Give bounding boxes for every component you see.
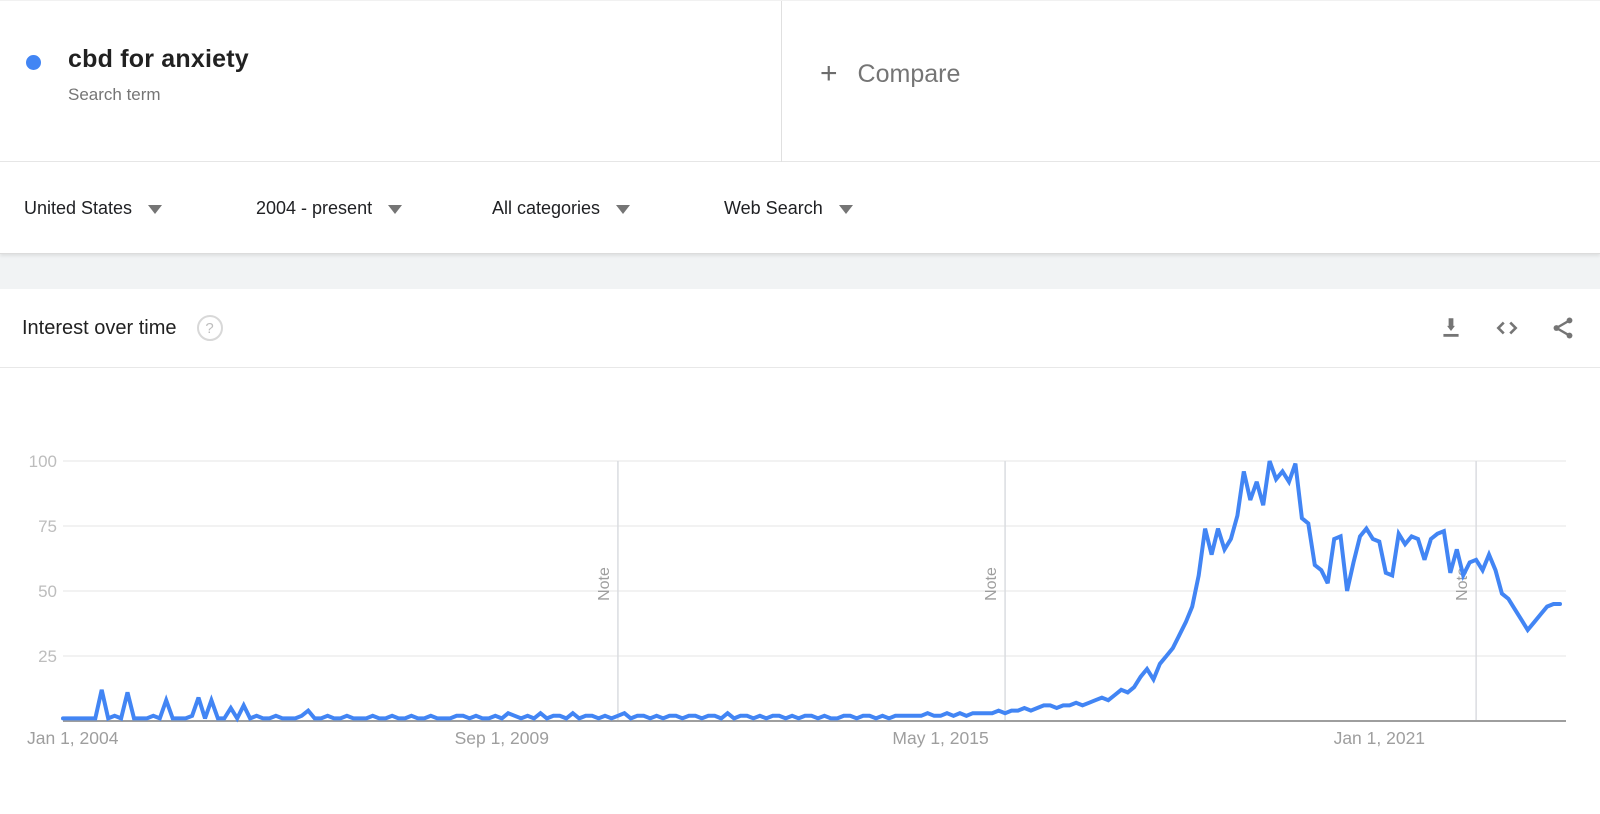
filter-search-type-dropdown[interactable]: Web Search (724, 162, 853, 254)
y-tick-label: 25 (38, 647, 57, 666)
trend-chart-svg[interactable]: 25 50 75 100 Note Note Note Jan 1, 2004 Sep 1, 2… (0, 368, 1600, 813)
filter-category-dropdown[interactable]: All categories (492, 162, 631, 254)
term-header: cbd for anxiety Search term + Compare (0, 0, 1600, 162)
filter-search-type-value: Web Search (724, 197, 823, 218)
help-icon[interactable]: ? (196, 315, 223, 341)
filter-bar: United States 2004 - present All categor… (0, 162, 1600, 254)
chart-card-title: Interest over time (22, 316, 177, 339)
filter-category-value: All categories (492, 197, 601, 218)
embed-code-icon[interactable] (1494, 315, 1520, 341)
plus-icon: + (820, 57, 838, 90)
note-annotation-label[interactable]: Note (1454, 567, 1471, 601)
series-color-dot (26, 55, 41, 70)
note-annotation-label[interactable]: Note (596, 567, 613, 601)
add-comparison-button[interactable]: + Compare (820, 59, 960, 89)
dropdown-arrow-icon (616, 205, 631, 214)
dropdown-arrow-icon (388, 205, 403, 214)
y-tick-label: 75 (38, 517, 57, 536)
compare-label: Compare (857, 59, 961, 88)
search-term-type-label: Search term (68, 85, 161, 104)
trend-line[interactable] (61, 460, 1562, 723)
interest-over-time-chart[interactable]: 25 50 75 100 Note Note Note Jan 1, 2004 Sep 1, 2… (0, 368, 1600, 813)
filter-time-value: 2004 - present (256, 197, 373, 218)
search-term-title: cbd for anxiety (68, 45, 249, 73)
page-background-strip (0, 254, 1600, 289)
x-tick-label: May 1, 2015 (892, 728, 988, 748)
y-tick-label: 100 (29, 452, 57, 471)
x-tick-label: Sep 1, 2009 (455, 728, 549, 748)
x-tick-label: Jan 1, 2021 (1334, 728, 1425, 748)
dropdown-arrow-icon (148, 205, 163, 214)
y-tick-label: 50 (38, 582, 57, 601)
interest-over-time-card: Interest over time ? 25 50 75 100 Note Note No… (0, 289, 1600, 813)
filter-time-dropdown[interactable]: 2004 - present (256, 162, 403, 254)
chart-card-header: Interest over time ? (0, 289, 1600, 368)
filter-geo-value: United States (24, 197, 133, 218)
download-icon[interactable] (1438, 315, 1464, 341)
share-icon[interactable] (1550, 315, 1576, 341)
note-annotation-label[interactable]: Note (983, 567, 1000, 601)
x-tick-label: Jan 1, 2004 (27, 728, 119, 748)
header-vertical-divider (781, 1, 782, 162)
dropdown-arrow-icon (838, 205, 853, 214)
filter-geo-dropdown[interactable]: United States (24, 162, 163, 254)
